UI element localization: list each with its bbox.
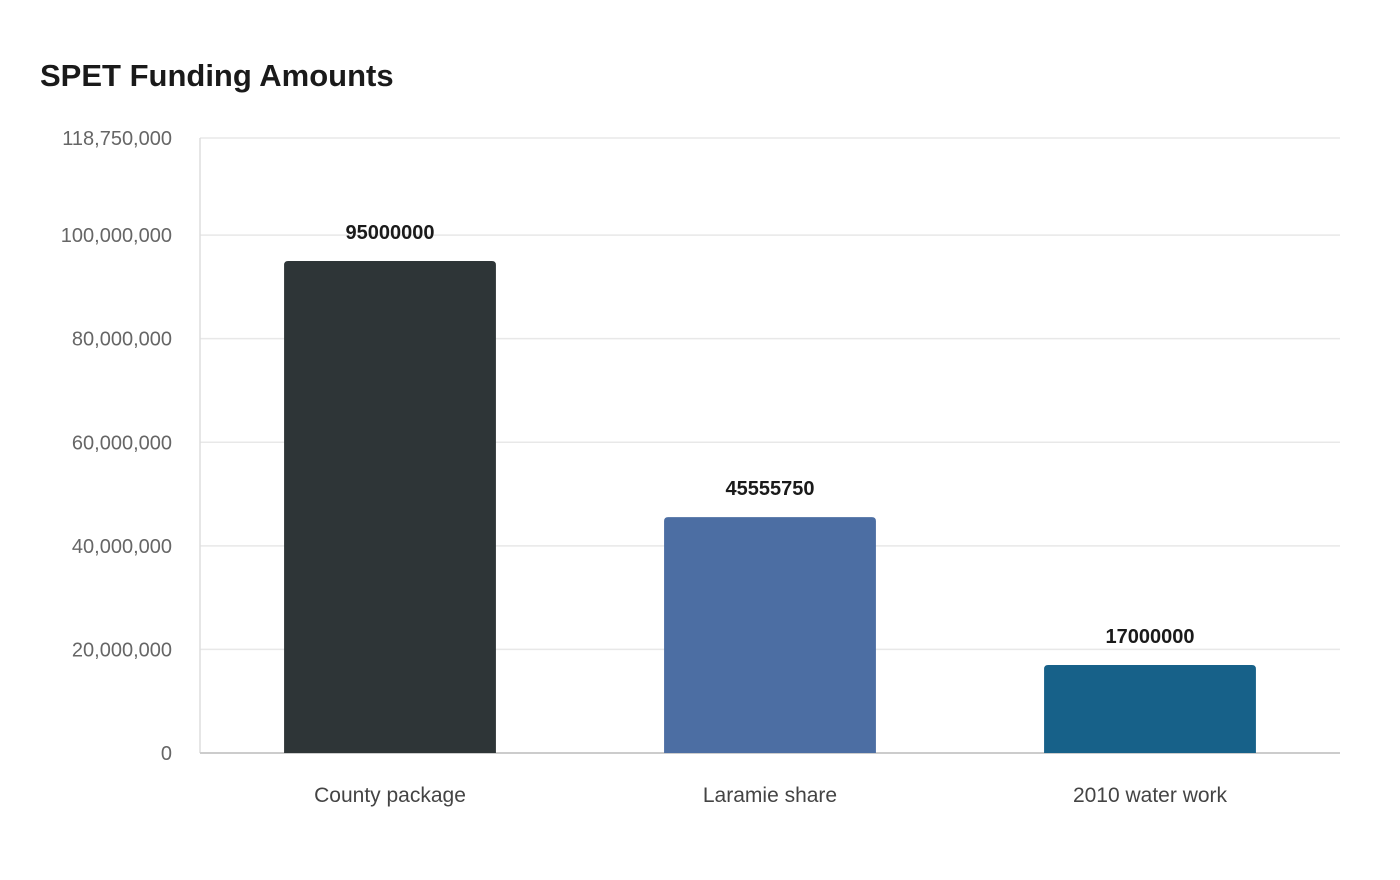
- data-label: 45555750: [726, 478, 815, 500]
- y-tick-label: 80,000,000: [72, 329, 172, 351]
- bar: [664, 517, 876, 753]
- bars: [284, 261, 1256, 753]
- y-tick-label: 100,000,000: [61, 225, 172, 247]
- y-tick-label: 40,000,000: [72, 536, 172, 558]
- x-tick-label: Laramie share: [703, 784, 837, 807]
- labels: 0 20,000,000 40,000,000 60,000,000 80,000,00…: [61, 128, 1228, 807]
- y-tick-label: 20,000,000: [72, 639, 172, 661]
- x-tick-label: County package: [314, 784, 466, 807]
- chart-title: SPET Funding Amounts: [40, 58, 394, 93]
- x-tick-label: 2010 water work: [1073, 784, 1228, 807]
- y-tick-label: 0: [161, 743, 172, 765]
- bar: [284, 261, 496, 753]
- y-tick-label: 60,000,000: [72, 432, 172, 454]
- data-label: 95000000: [346, 222, 435, 244]
- data-label: 17000000: [1106, 626, 1195, 648]
- y-tick-label: 118,750,000: [62, 128, 172, 150]
- bar: [1044, 664, 1256, 753]
